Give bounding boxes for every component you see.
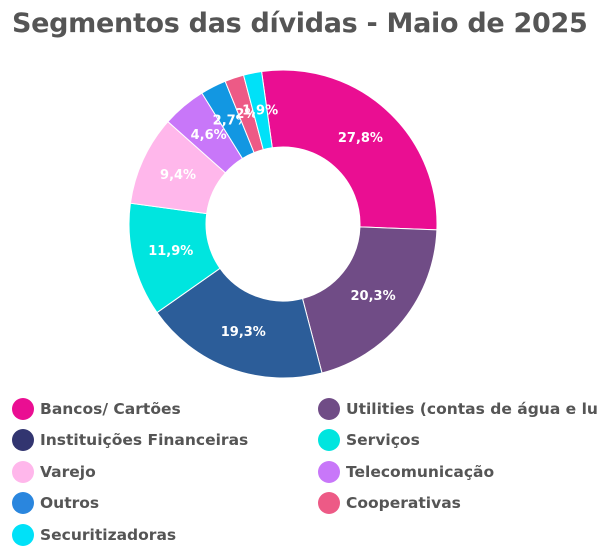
legend-swatch	[318, 398, 340, 420]
legend-label: Cooperativas	[346, 494, 461, 512]
legend-item-servicos[interactable]: Serviços	[318, 427, 420, 453]
donut-chart: 27,8%20,3%19,3%11,9%9,4%4,6%2,7%2%1,9%	[128, 69, 438, 379]
legend-swatch	[12, 398, 34, 420]
legend-label: Utilities (contas de água e luz	[346, 400, 598, 418]
legend-label: Telecomunicação	[346, 463, 495, 481]
data-label: 9,4%	[160, 168, 196, 183]
data-label: 2%	[235, 107, 257, 122]
slice-institui-es-financeiras[interactable]	[156, 267, 323, 379]
slice-utilities-contas-de-gua-e-luz[interactable]	[301, 226, 438, 374]
legend-swatch	[12, 492, 34, 514]
legend-label: Serviços	[346, 431, 420, 449]
legend-item-securitizadoras[interactable]: Securitizadoras	[12, 522, 176, 548]
legend-swatch	[318, 429, 340, 451]
data-label: 4,6%	[191, 128, 227, 143]
data-label: 11,9%	[148, 244, 193, 259]
legend-swatch	[318, 461, 340, 483]
data-label: 1,9%	[242, 103, 278, 118]
data-label: 27,8%	[338, 131, 383, 146]
legend-item-bancos-cartoes[interactable]: Bancos/ Cartões	[12, 396, 181, 422]
legend-item-cooperativas[interactable]: Cooperativas	[318, 490, 461, 516]
legend-item-utilities[interactable]: Utilities (contas de água e luz	[318, 396, 598, 422]
slice-securitizadoras[interactable]	[242, 70, 273, 151]
slice-bancos-cart-es[interactable]	[261, 69, 438, 231]
legend-label: Varejo	[40, 463, 96, 481]
chart-title: Segmentos das dívidas - Maio de 2025	[12, 8, 588, 39]
legend-swatch	[12, 461, 34, 483]
data-label: 19,3%	[221, 325, 266, 340]
data-label: 20,3%	[351, 289, 396, 304]
legend-label: Outros	[40, 494, 100, 512]
legend-item-instituicoes-financeiras[interactable]: Instituições Financeiras	[12, 427, 248, 453]
legend-swatch	[12, 429, 34, 451]
legend-item-telecomunicacao[interactable]: Telecomunicação	[318, 459, 494, 485]
legend-item-varejo[interactable]: Varejo	[12, 459, 96, 485]
legend: Bancos/ Cartões Utilities (contas de águ…	[12, 396, 598, 550]
legend-label: Bancos/ Cartões	[40, 400, 181, 418]
legend-label: Securitizadoras	[40, 526, 177, 544]
legend-swatch	[318, 492, 340, 514]
legend-item-outros[interactable]: Outros	[12, 490, 99, 516]
legend-label: Instituições Financeiras	[40, 431, 249, 449]
legend-swatch	[12, 524, 34, 546]
